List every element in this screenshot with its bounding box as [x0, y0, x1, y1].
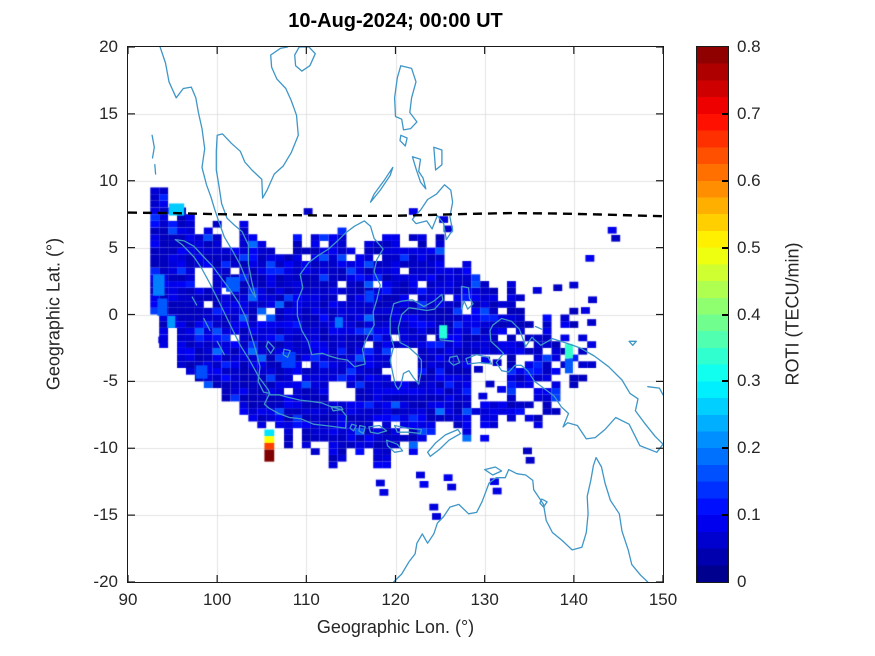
- colorbar-tick-label: 0.6: [737, 170, 761, 190]
- colorbar-tick-label: 0: [737, 572, 747, 591]
- colorbar-tick-label: 0.5: [737, 237, 761, 257]
- colorbar-label: ROTI (TECU/min): [782, 242, 803, 386]
- colorbar-tick-mark: [722, 447, 728, 450]
- y-tick-label: 15: [99, 103, 118, 123]
- x-tick-label: 100: [202, 590, 232, 609]
- colorbar-tick-label: 0.7: [737, 103, 761, 123]
- axes-frame: [127, 46, 664, 583]
- colorbar: [696, 46, 729, 583]
- colorbar-tick-label: 0.1: [737, 505, 761, 525]
- colorbar-tick-mark: [722, 514, 728, 517]
- y-tick-label: -15: [93, 505, 118, 525]
- y-tick-label: 5: [108, 237, 118, 257]
- x-tick-label: 130: [470, 590, 499, 609]
- colorbar-tick-mark: [722, 112, 728, 115]
- y-tick-label: 20: [99, 37, 118, 56]
- y-tick-label: -20: [93, 572, 118, 591]
- x-axis-label: Geographic Lon. (°): [316, 617, 475, 637]
- x-tick-label: 120: [381, 590, 410, 609]
- colorbar-tick-label: 0.8: [737, 37, 761, 56]
- x-tick-label: 110: [292, 590, 320, 609]
- y-tick-label: 10: [99, 170, 118, 190]
- colorbar-tick-mark: [722, 246, 728, 249]
- colorbar-tick-label: 0.2: [737, 438, 761, 458]
- colorbar-tick-mark: [722, 380, 728, 383]
- colorbar-gradient: [697, 47, 728, 582]
- colorbar-tick-label: 0.3: [737, 371, 761, 391]
- y-axis-label: Geographic Lat. (°): [43, 237, 64, 391]
- y-tick-label: 0: [108, 304, 118, 324]
- y-tick-label: -10: [93, 438, 118, 458]
- x-tick-label: 140: [559, 590, 589, 609]
- x-tick-label: 150: [648, 590, 678, 609]
- colorbar-tick-mark: [722, 313, 728, 316]
- colorbar-tick-label: 0.4: [737, 304, 761, 324]
- x-tick-label: 90: [118, 590, 138, 609]
- y-tick-label: -5: [102, 371, 118, 391]
- plot-title: 10-Aug-2024; 00:00 UT: [288, 10, 503, 32]
- colorbar-tick-mark: [722, 179, 728, 182]
